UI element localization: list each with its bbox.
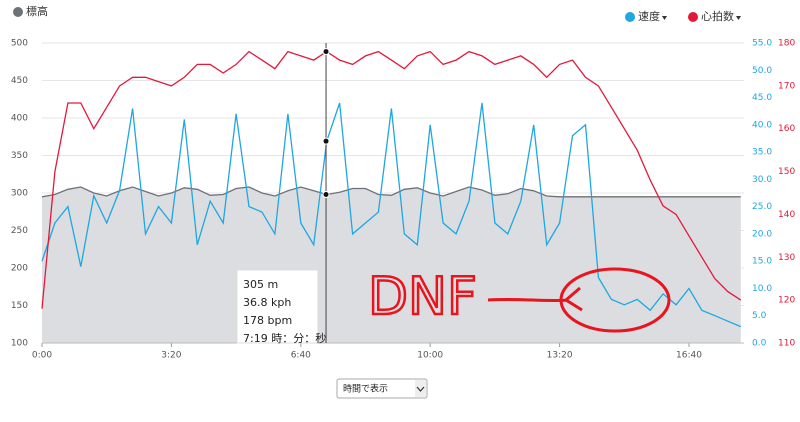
y2-tick-label: 25.0 (752, 202, 772, 212)
legend-marker (688, 12, 698, 22)
y-tick-label: 450 (11, 76, 28, 86)
plot-area: 100 150 200 250 300 350 400 450 500 0.0 5.0 10.0 15.… (11, 39, 796, 361)
y3-tick-label: 170 (778, 81, 795, 91)
legend-label: 標高 (26, 4, 48, 18)
y2-tick-label: 45.0 (752, 93, 772, 103)
y-tick-label: 400 (11, 114, 28, 124)
tooltip: 305 m 36.8 kph 178 bpm 7:19 時：分：秒 (236, 269, 326, 345)
legend-marker (13, 7, 23, 17)
select-chevron (416, 386, 425, 392)
tooltip-box (236, 269, 319, 344)
y-tick-label: 350 (11, 151, 28, 161)
y2-tick-label: 10.0 (752, 284, 772, 294)
series-line (41, 102, 742, 328)
tooltip-line: 7:19 時：分：秒 (243, 331, 326, 345)
annotation-circle (559, 267, 671, 333)
y2-tick-label: 35.0 (752, 148, 772, 158)
y2-tick-label: 50.0 (752, 66, 772, 76)
y-tick-label: 200 (11, 264, 28, 274)
y-tick-label: 150 (11, 301, 28, 311)
y2-tick-label: 0.0 (752, 339, 767, 349)
cursor-dot (322, 137, 330, 145)
y-tick-label: 500 (11, 39, 28, 49)
y3-tick-label: 160 (778, 124, 795, 134)
annotation-arrow (487, 297, 569, 303)
x-tick-label: 10:00 (417, 351, 443, 361)
y-tick-label: 100 (11, 339, 28, 349)
y-tick-label: 250 (11, 226, 28, 236)
y3-tick-label: 150 (778, 167, 795, 177)
series-line (41, 50, 742, 309)
annotation-text: DNF (368, 267, 477, 327)
tooltip-line: 178 bpm (243, 314, 292, 327)
tooltip-line: 305 m (243, 278, 278, 291)
legend-caret (662, 16, 667, 20)
annotation-arrowhead (563, 286, 583, 312)
legend-label: 速度 (638, 9, 660, 23)
elevation-area (42, 187, 741, 343)
y2-tick-label: 30.0 (752, 175, 772, 185)
select-box[interactable] (336, 378, 428, 399)
x-tick-label: 16:40 (676, 351, 702, 361)
legend-marker (625, 12, 635, 22)
legend-label: 心拍数 (701, 9, 734, 23)
cursor-dot (322, 191, 330, 198)
series-line (41, 186, 741, 198)
y2-tick-label: 55.0 (752, 39, 772, 49)
legend-caret (736, 16, 741, 20)
y3-tick-label: 120 (778, 296, 795, 306)
dnf-annotation: DNF (367, 266, 671, 333)
tooltip-line: 36.8 kph (243, 296, 291, 309)
y2-tick-label: 5.0 (752, 311, 767, 321)
y2-tick-label: 40.0 (752, 120, 772, 130)
x-tick-label: 3:20 (161, 351, 181, 361)
select-button[interactable] (415, 380, 426, 397)
y3-tick-label: 180 (778, 39, 795, 49)
view-select[interactable]: 時間で表示 (336, 378, 428, 399)
x-tick-label: 0:00 (32, 351, 52, 361)
x-tick-label: 6:40 (291, 351, 311, 361)
select-label[interactable]: 時間で表示 (343, 383, 388, 395)
y-tick-label: 300 (11, 189, 28, 199)
x-tick-label: 13:20 (547, 351, 573, 361)
y3-tick-label: 140 (778, 210, 795, 220)
legend: 標高 速度 心拍数 (13, 4, 741, 23)
y2-tick-label: 15.0 (752, 257, 772, 267)
cursor-dot (322, 48, 330, 56)
y2-tick-label: 20.0 (752, 229, 772, 239)
y3-tick-label: 130 (778, 253, 795, 263)
y3-tick-label: 110 (778, 339, 795, 349)
